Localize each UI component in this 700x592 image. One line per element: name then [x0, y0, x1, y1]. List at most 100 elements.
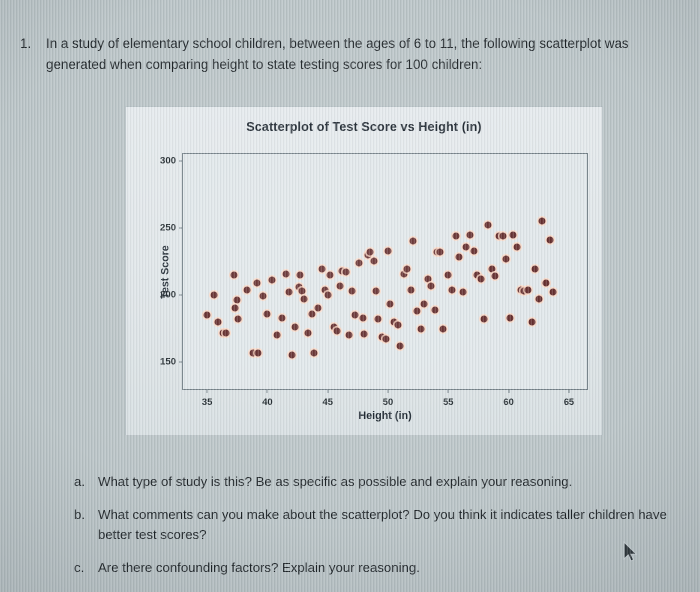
- scatter-point: [300, 295, 308, 303]
- scatter-point: [333, 327, 341, 335]
- scatter-point: [473, 271, 481, 279]
- scatter-point: [427, 282, 435, 290]
- scatter-point: [448, 286, 456, 294]
- subquestion-b: b. What comments can you make about the s…: [74, 505, 674, 545]
- scatter-point: [506, 314, 514, 322]
- scatter-point: [330, 323, 338, 331]
- scatter-point: [444, 271, 452, 279]
- scatter-point: [499, 232, 507, 240]
- subquestion-a: a. What type of study is this? Be as spec…: [74, 472, 674, 492]
- y-axis-tick-mark: [179, 160, 183, 162]
- scatter-point: [348, 287, 356, 295]
- scatter-point: [345, 331, 353, 339]
- scatter-point: [254, 349, 262, 357]
- scatter-point: [466, 231, 474, 239]
- question-number: 1.: [20, 36, 32, 51]
- x-axis-tick-mark: [508, 389, 510, 393]
- x-axis-tick-mark: [447, 389, 449, 393]
- scatter-point: [231, 304, 239, 312]
- scatter-point: [295, 283, 303, 291]
- scatter-point: [386, 300, 394, 308]
- x-axis-label: Height (in): [358, 410, 412, 422]
- scatter-point: [480, 315, 488, 323]
- x-axis-tick-label: 65: [563, 396, 575, 407]
- scatter-point: [502, 255, 510, 263]
- scatter-point: [259, 292, 267, 300]
- scatter-point: [268, 276, 276, 284]
- scatter-point: [491, 272, 499, 280]
- scatter-point: [355, 259, 363, 267]
- scatter-point: [431, 306, 439, 314]
- x-axis-tick-label: 50: [382, 396, 394, 407]
- subquestion-text: Are there confounding factors? Explain y…: [98, 560, 420, 575]
- scatter-point: [278, 314, 286, 322]
- scatter-point: [417, 325, 425, 333]
- x-axis-tick-mark: [387, 389, 389, 393]
- scatter-point: [462, 243, 470, 251]
- scatter-point: [436, 248, 444, 256]
- scatter-point: [203, 311, 211, 319]
- data-point-layer: [183, 154, 587, 389]
- scatter-point: [234, 315, 242, 323]
- scatter-point: [314, 304, 322, 312]
- scatter-point: [326, 271, 334, 279]
- scatter-point: [420, 300, 428, 308]
- scatter-point: [243, 286, 251, 294]
- y-axis-tick-label: 300: [159, 155, 176, 167]
- scatter-point: [360, 330, 368, 338]
- scatter-point: [549, 288, 557, 296]
- scatter-point: [520, 287, 528, 295]
- mouse-pointer-icon: [623, 541, 638, 562]
- question-text: In a study of elementary school children…: [46, 36, 629, 72]
- scatter-point: [413, 307, 421, 315]
- scatter-point: [308, 310, 316, 318]
- scatter-point: [372, 287, 380, 295]
- x-axis-tick-label: 45: [322, 396, 333, 407]
- scatter-point: [288, 351, 296, 359]
- y-axis-tick-label: 250: [159, 222, 176, 234]
- x-axis-tick-label: 35: [201, 396, 213, 407]
- scatter-point: [477, 275, 485, 283]
- y-axis-tick-label: 150: [159, 356, 176, 368]
- scatter-point: [291, 323, 299, 331]
- scatter-point: [230, 271, 238, 279]
- scatter-point: [484, 221, 492, 229]
- scatter-point: [338, 267, 346, 275]
- x-axis-tick-label: 40: [262, 396, 273, 407]
- scatter-point: [310, 349, 318, 357]
- scatter-point: [394, 321, 402, 329]
- subquestion-c: c. Are there confounding factors? Explain…: [74, 558, 674, 578]
- x-axis-tick-mark: [327, 389, 329, 393]
- x-axis-tick-label: 60: [503, 396, 514, 407]
- scatter-point: [538, 217, 546, 225]
- scatter-point: [409, 237, 417, 245]
- scatter-point: [285, 288, 293, 296]
- scatter-point: [233, 296, 241, 304]
- scatter-point: [528, 318, 536, 326]
- scatter-point: [439, 325, 447, 333]
- scatter-point: [378, 333, 386, 341]
- scatter-point: [452, 232, 460, 240]
- scatter-point: [524, 286, 532, 294]
- y-axis-tick-mark: [179, 361, 183, 363]
- plot-area: Test Score Height (in) 150 200 250 300 35 40 4…: [160, 153, 588, 422]
- scatter-point: [298, 287, 306, 295]
- scatter-point: [351, 311, 359, 319]
- scatter-point: [396, 342, 404, 350]
- scatter-point: [531, 265, 539, 273]
- scatter-point: [263, 310, 271, 318]
- scatter-point: [249, 349, 257, 357]
- scatter-point: [403, 265, 411, 273]
- scatter-point: [542, 279, 550, 287]
- subquestion-text: What comments can you make about the sca…: [98, 507, 667, 542]
- scatter-point: [535, 295, 543, 303]
- scatter-point: [304, 329, 312, 337]
- scatter-point: [318, 265, 326, 273]
- subquestion-list: a. What type of study is this? Be as spec…: [74, 472, 674, 591]
- scatter-point: [513, 243, 521, 251]
- scatterplot-panel: Scatterplot of Test Score vs Height (in)…: [125, 106, 603, 436]
- scatter-point: [273, 331, 281, 339]
- scatter-point: [374, 315, 382, 323]
- scatter-point: [359, 314, 367, 322]
- scatter-point: [253, 279, 261, 287]
